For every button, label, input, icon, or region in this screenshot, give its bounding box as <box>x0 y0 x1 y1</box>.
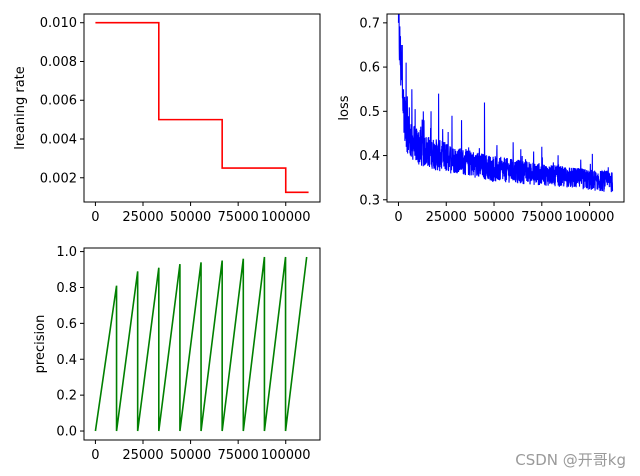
axes-frame-loss <box>386 13 625 203</box>
series-line-precision <box>94 256 308 432</box>
y-tick-label-lr: 0.010 <box>40 16 77 31</box>
series-line-loss <box>397 14 614 193</box>
y-tick-label-lr: 0.006 <box>40 94 77 109</box>
y-tick-label-loss: 0.5 <box>359 105 380 120</box>
x-tick-label-loss: 50000 <box>473 210 514 225</box>
x-tick-label-lr: 0 <box>91 210 99 225</box>
chart-loss: 0 25000 50000 75000 100000 0.3 0.4 0.5 0.6 0.7 los… <box>337 13 625 225</box>
axes-frame-precision <box>83 247 321 441</box>
y-axis-label-loss: loss <box>337 95 352 120</box>
x-tick-label-precision: 100000 <box>261 448 311 463</box>
y-tick-label-precision: 0.0 <box>56 425 77 440</box>
y-tick-label-precision: 0.8 <box>56 281 77 296</box>
x-tick-label-precision: 50000 <box>170 448 211 463</box>
x-tick-label-lr: 75000 <box>217 210 258 225</box>
y-axis-label-lr: lreaning rate <box>13 66 28 150</box>
axes-frame-lr <box>83 13 321 203</box>
y-tick-label-precision: 0.4 <box>56 353 77 368</box>
y-tick-label-lr: 0.002 <box>40 171 77 186</box>
x-tick-label-lr: 25000 <box>122 210 163 225</box>
y-tick-label-precision: 1.0 <box>56 245 77 260</box>
y-tick-label-precision: 0.2 <box>56 389 77 404</box>
x-tick-label-loss: 100000 <box>565 210 615 225</box>
y-tick-label-loss: 0.7 <box>359 16 380 31</box>
x-tick-label-loss: 75000 <box>521 210 562 225</box>
y-tick-label-loss: 0.3 <box>359 193 380 208</box>
chart-precision: 0 25000 50000 75000 100000 0.0 0.2 0.4 0.6 0.8 1.0… <box>33 245 321 463</box>
y-tick-label-loss: 0.4 <box>359 149 380 164</box>
x-tick-label-lr: 50000 <box>170 210 211 225</box>
x-tick-label-precision: 0 <box>91 448 99 463</box>
x-tick-label-loss: 25000 <box>426 210 467 225</box>
y-axis-label-precision: precision <box>33 315 48 374</box>
y-tick-label-lr: 0.008 <box>40 55 77 70</box>
y-tick-label-precision: 0.6 <box>56 317 77 332</box>
y-tick-label-loss: 0.6 <box>359 61 380 76</box>
chart-lr: 0 25000 50000 75000 100000 0.002 0.004 0.006 0.0… <box>13 13 321 225</box>
watermark: CSDN @开哥kg <box>515 451 626 469</box>
x-tick-label-loss: 0 <box>394 210 402 225</box>
x-tick-label-lr: 100000 <box>261 210 311 225</box>
series-line-lr <box>95 21 309 194</box>
y-tick-label-lr: 0.004 <box>40 133 77 148</box>
x-tick-label-precision: 75000 <box>217 448 258 463</box>
x-tick-label-precision: 25000 <box>122 448 163 463</box>
